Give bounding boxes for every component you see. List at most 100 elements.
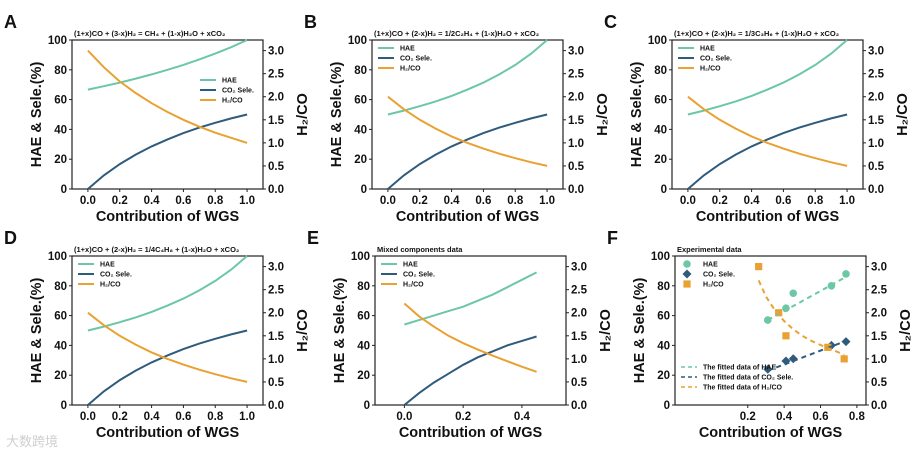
fit-h2co-line <box>757 279 845 357</box>
y-tick-label: 0 <box>61 400 67 412</box>
legend-marker <box>683 260 691 268</box>
x-axis-label: Contribution of WGS <box>696 209 840 225</box>
x-tick-label: 0.0 <box>80 411 96 423</box>
y2-tick-label: 1.5 <box>268 115 285 127</box>
x-tick-label: 0.4 <box>444 195 461 207</box>
x-tick-label: 0.8 <box>507 195 524 207</box>
y-tick-label: 40 <box>657 340 670 352</box>
x-tick-label: 0.2 <box>455 411 471 423</box>
y2-tick-label: 0.5 <box>268 161 285 173</box>
y2-tick-label: 2.0 <box>868 92 884 104</box>
y2-tick-label: 0.5 <box>268 377 285 389</box>
y2-tick-label: 2.0 <box>871 308 887 320</box>
x-axis-label: Contribution of WGS <box>699 425 843 441</box>
y-tick-label: 20 <box>357 370 370 382</box>
plot-frame <box>71 255 264 406</box>
series-co2-line <box>403 335 537 406</box>
series-hae-point <box>842 270 850 278</box>
x-axis-label: Contribution of WGS <box>396 209 540 225</box>
legend-label: The fitted data of HAE <box>703 365 776 372</box>
legend-marker <box>682 269 692 279</box>
y2-tick-label: 1.5 <box>868 115 885 127</box>
x-tick-label: 0.4 <box>144 411 161 423</box>
y-tick-label: 100 <box>648 35 667 47</box>
y2-tick-label: 0.5 <box>868 161 885 173</box>
fit-co2-line <box>767 339 847 372</box>
y-tick-label: 60 <box>654 95 667 107</box>
y2-tick-label: 2.5 <box>571 285 588 297</box>
y-tick-label: 60 <box>657 311 670 323</box>
legend-label: HAE <box>700 46 715 53</box>
y2-tick-label: 3.0 <box>868 46 884 58</box>
x-tick-label: 0.2 <box>740 411 756 423</box>
panel-f: F Experimental data 0.2 0.4 0.6 0.8 0 20 40 60 80 1… <box>607 228 914 441</box>
series-co2-line <box>387 113 548 190</box>
x-tick-label: 0.4 <box>144 195 161 207</box>
y-tick-label: 0 <box>664 400 670 412</box>
y2-axis-label: H₂/CO <box>898 309 914 352</box>
y-tick-label: 20 <box>654 154 667 166</box>
y2-tick-label: 1.5 <box>568 115 585 127</box>
legend-label: H₂/CO <box>400 66 421 73</box>
series-hae-line <box>87 39 248 91</box>
y2-axis-label: H₂/CO <box>895 93 911 136</box>
series-h2co-line <box>387 95 548 167</box>
x-tick-label: 0.4 <box>514 411 531 423</box>
x-tick-label: 1.0 <box>839 195 855 207</box>
legend-label: HAE <box>703 262 718 269</box>
y2-axis-label: H₂/CO <box>598 309 614 352</box>
legend-label: CO₂ Sele. <box>700 56 732 63</box>
legend-label: The fitted data of CO₂ Sele. <box>703 375 793 382</box>
series-h2co-point <box>782 332 790 340</box>
y-tick-label: 80 <box>357 281 370 293</box>
series-h2co-point <box>755 263 763 271</box>
panel-title: (1+x)CO + (3-x)H₂ = CH₄ + (1-x)H₂O + xCO… <box>74 29 225 38</box>
x-tick-label: 0.8 <box>207 411 224 423</box>
y-tick-label: 100 <box>348 35 367 47</box>
panel-title: (1+x)CO + (2-x)H₂ = 1/4C₄H₈ + (1-x)H₂O +… <box>74 245 239 254</box>
legend-label: H₂/CO <box>222 98 243 105</box>
y-tick-label: 20 <box>54 154 67 166</box>
x-tick-label: 0.6 <box>475 195 491 207</box>
panel-label: F <box>607 228 618 248</box>
panel-e: E Mixed components data 0.0 0.2 0.4 0 20 40 60 80… <box>307 228 614 441</box>
legend-label: HAE <box>400 46 415 53</box>
y-tick-label: 40 <box>54 124 67 136</box>
y-tick-label: 60 <box>354 95 367 107</box>
y-tick-label: 0 <box>61 184 67 196</box>
y2-tick-label: 3.0 <box>268 46 284 58</box>
y2-tick-label: 0.5 <box>568 161 585 173</box>
series-h2co-line <box>687 95 848 167</box>
y2-tick-label: 3.0 <box>571 262 587 274</box>
panel-label: E <box>307 228 319 248</box>
panel-title: (1+x)CO + (2-x)H₂ = 1/3C₃H₆ + (1-x)H₂O +… <box>674 29 839 38</box>
y-tick-label: 40 <box>54 340 67 352</box>
y2-tick-label: 1.5 <box>871 331 888 343</box>
y-tick-label: 0 <box>364 400 370 412</box>
x-tick-label: 0.0 <box>80 195 96 207</box>
y-axis-label: HAE & Sele.(%) <box>29 278 45 384</box>
legend-label: CO₂ Sele. <box>400 56 432 63</box>
legend-label: CO₂ Sele. <box>703 272 735 279</box>
x-axis-label: Contribution of WGS <box>96 425 240 441</box>
x-tick-label: 0.4 <box>744 195 761 207</box>
y-tick-label: 0 <box>661 184 667 196</box>
x-tick-label: 0.6 <box>775 195 791 207</box>
legend-label: CO₂ Sele. <box>403 272 435 279</box>
y2-tick-label: 2.0 <box>268 92 284 104</box>
plot-frame <box>71 39 264 190</box>
legend-label: CO₂ Sele. <box>222 88 254 95</box>
y2-axis-label: H₂/CO <box>295 93 311 136</box>
legend-label: CO₂ Sele. <box>100 272 132 279</box>
y2-tick-label: 0.0 <box>268 184 284 196</box>
y-tick-label: 20 <box>657 370 670 382</box>
x-tick-label: 0.2 <box>112 195 128 207</box>
y-tick-label: 60 <box>54 95 67 107</box>
legend-label: HAE <box>222 78 237 85</box>
x-tick-label: 1.0 <box>239 195 255 207</box>
series-co2-line <box>87 113 248 190</box>
panel-label: A <box>4 12 17 32</box>
y2-tick-label: 2.5 <box>268 285 285 297</box>
panel-b: B (1+x)CO + (2-x)H₂ = 1/2C₂H₄ + (1-x)H₂O … <box>304 12 611 225</box>
